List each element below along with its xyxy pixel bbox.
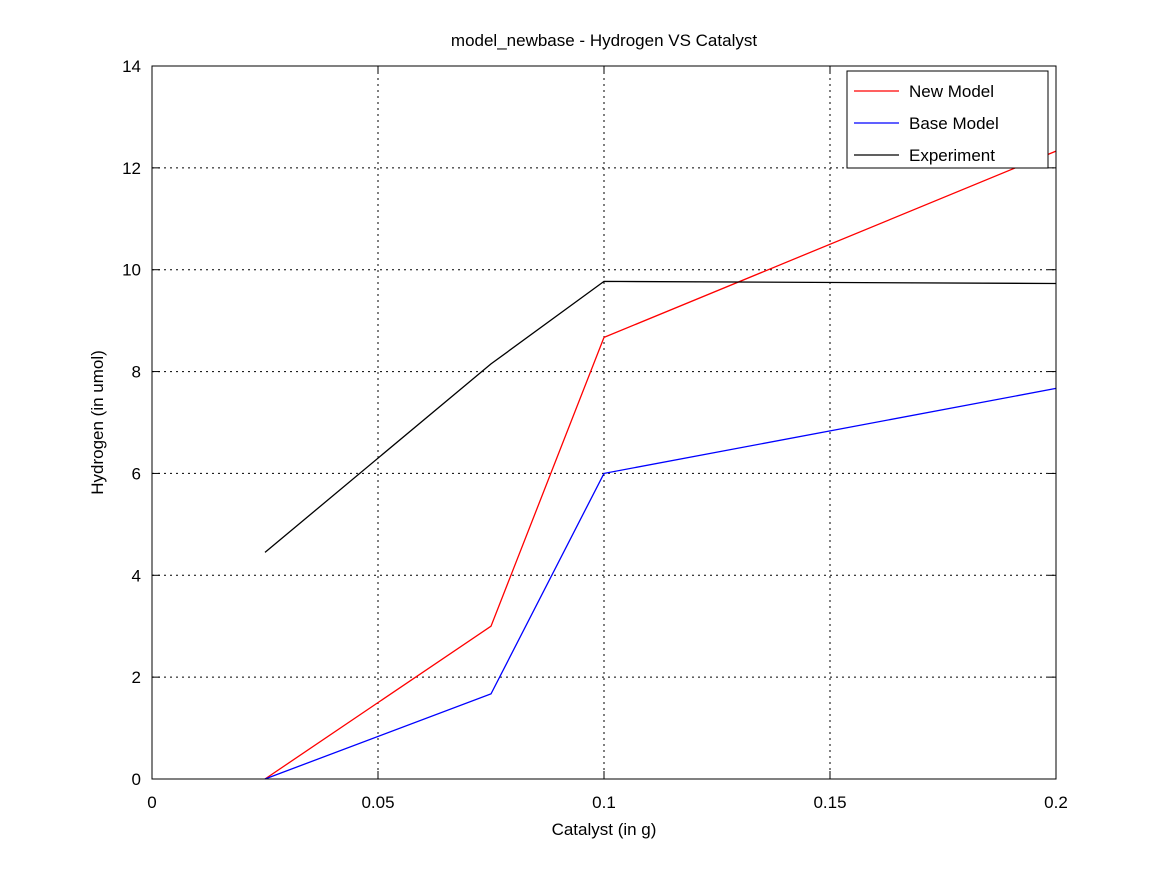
legend: New Model Base Model Experiment xyxy=(846,70,1049,169)
y-tick-label: 12 xyxy=(122,159,141,178)
ticks: 0 0.05 0.1 0.15 0.2 0 2 4 6 8 10 12 14 xyxy=(122,57,1068,812)
legend-entry-label: Base Model xyxy=(909,114,999,133)
series-line-experiment xyxy=(264,280,1057,553)
chart-title: model_newbase - Hydrogen VS Catalyst xyxy=(451,31,757,50)
series-line-base-model xyxy=(264,387,1057,780)
y-tick-label: 14 xyxy=(122,57,141,76)
y-tick-label: 4 xyxy=(132,566,141,585)
y-tick-label: 6 xyxy=(132,464,141,483)
legend-box xyxy=(846,70,1049,169)
x-tick-label: 0.05 xyxy=(361,793,394,812)
y-tick-label: 10 xyxy=(122,261,141,280)
grid xyxy=(152,66,1056,779)
x-tick-label: 0.15 xyxy=(813,793,846,812)
y-tick-label: 2 xyxy=(132,668,141,687)
series-line-new-model xyxy=(264,150,1057,780)
legend-entry-label: New Model xyxy=(909,82,994,101)
y-tick-label: 0 xyxy=(132,770,141,789)
series-lines xyxy=(264,150,1057,780)
x-axis-label: Catalyst (in g) xyxy=(552,820,657,839)
y-tick-label: 8 xyxy=(132,363,141,382)
x-tick-label: 0.1 xyxy=(592,793,616,812)
x-tick-label: 0.2 xyxy=(1044,793,1068,812)
y-axis-label: Hydrogen (in umol) xyxy=(88,350,107,495)
x-tick-label: 0 xyxy=(147,793,156,812)
legend-entry-label: Experiment xyxy=(909,146,995,165)
